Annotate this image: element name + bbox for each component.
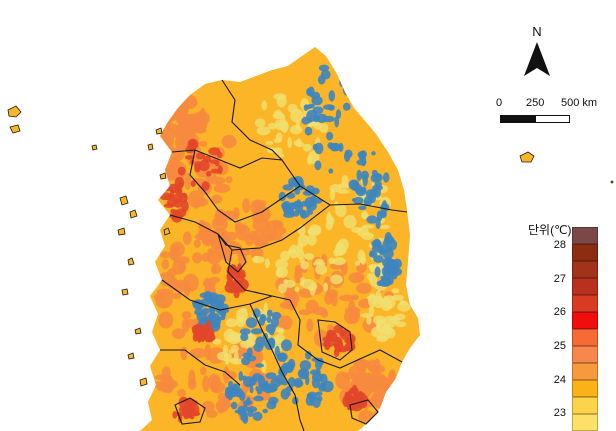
legend-swatch (572, 363, 598, 380)
legend-tick-26: 26 (553, 306, 566, 318)
legend-swatch (572, 312, 598, 329)
legend-tick-25: 25 (553, 340, 566, 352)
legend-swatch (572, 278, 598, 295)
legend-swatch (572, 346, 598, 363)
north-arrow-icon (524, 42, 550, 76)
scale-bar-labels: 0 250 500 km (492, 97, 608, 111)
province-boundaries (160, 79, 408, 431)
legend-swatch (572, 380, 598, 397)
north-label: N (532, 24, 542, 39)
islands (7, 105, 614, 387)
scale-tick-250: 250 (526, 97, 545, 109)
legend-swatch (572, 244, 598, 261)
peninsula-land (140, 47, 420, 431)
scale-tick-500: 500 km (561, 97, 598, 109)
legend-tick-27: 27 (553, 273, 566, 285)
legend-swatch (572, 329, 598, 346)
legend-tick-23: 23 (553, 407, 566, 419)
legend-swatch (572, 227, 598, 244)
legend-title: 단위(℃) (528, 223, 572, 237)
scale-tick-0: 0 (496, 97, 503, 109)
legend-swatch (572, 261, 598, 278)
north-arrow: N (518, 24, 558, 80)
legend-color-bar (572, 227, 598, 431)
legend-swatch (572, 414, 598, 431)
legend-tick-24: 24 (553, 374, 566, 386)
legend-tick-28: 28 (553, 239, 566, 251)
scale-bar (500, 115, 570, 123)
legend-swatch (572, 397, 598, 414)
legend-swatch (572, 295, 598, 312)
